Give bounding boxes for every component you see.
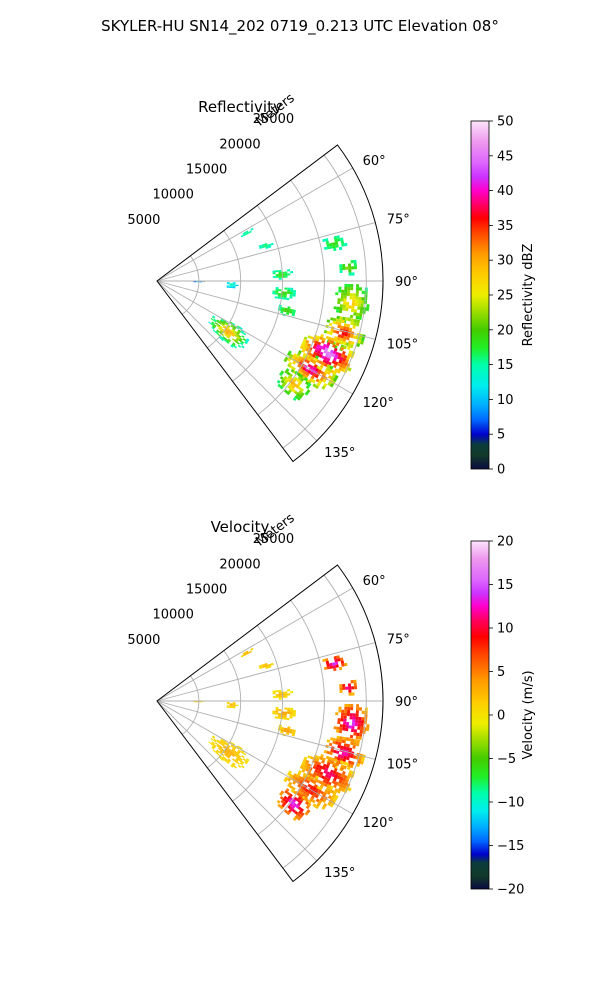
colorbar-tick-label: 10 (497, 393, 514, 408)
azimuth-spoke (156, 167, 353, 282)
range-ring (207, 230, 242, 349)
echo-region (277, 724, 296, 737)
range-ring (257, 599, 325, 836)
colorbar-tick-label: 0 (497, 463, 505, 478)
echo-region (272, 269, 294, 280)
colorbar-tick-label: 50 (497, 115, 514, 130)
colorbar-tick-label: 30 (497, 254, 514, 269)
colorbar-label: Reflectivity dBZ (521, 244, 536, 347)
polar-grid (156, 574, 383, 869)
colorbar-label: Velocity (m/s) (521, 670, 536, 759)
azimuth-tick-label: 75° (387, 632, 410, 647)
echo-region (240, 647, 254, 658)
azimuth-spoke (156, 700, 318, 862)
echo-region (226, 702, 239, 709)
azimuth-spoke (156, 700, 376, 760)
colorbar-tick-label: −15 (497, 839, 524, 854)
azimuth-tick-label: 135° (324, 866, 355, 881)
echo-region (272, 689, 294, 700)
colorbar-tick-label: −10 (497, 796, 524, 811)
echo-region (272, 287, 297, 301)
echo-region (276, 368, 312, 401)
colorbar-tick-label: 15 (497, 578, 514, 593)
azimuth-tick-label: 60° (363, 154, 386, 169)
echo-region (208, 735, 250, 769)
range-tick-label: 10000 (152, 608, 193, 623)
colorbar-tick-label: 5 (497, 665, 505, 680)
colorbar-tick-label: 0 (497, 709, 505, 724)
azimuth-spoke (156, 280, 353, 395)
colorbar-tick-label: 35 (497, 219, 514, 234)
colorbar-tick-label: 20 (497, 535, 514, 550)
azimuth-spoke (156, 642, 376, 702)
azimuth-spoke (156, 280, 376, 340)
range-ring (232, 625, 284, 802)
polar-grid (156, 154, 383, 449)
echo-region (322, 235, 348, 252)
figure-title: SKYLER-HU SN14_202 0719_0.213 UTC Elevat… (101, 17, 499, 36)
range-tick-label: 15000 (186, 162, 227, 177)
colorbar-scale (470, 120, 490, 470)
azimuth-tick-label: 135° (324, 446, 355, 461)
echo-region (208, 315, 250, 349)
azimuth-spoke (156, 280, 318, 442)
echo-region (226, 282, 239, 289)
colorbar: 0 5 10 15 20 25 30 35 40 45 50 Reflectivity dBZ (470, 115, 536, 478)
colorbar-tick-label: −20 (497, 883, 524, 898)
echo-region (277, 304, 296, 317)
echo-region (240, 227, 254, 238)
azimuth-tick-label: 75° (387, 212, 410, 227)
azimuth-tick-label: 90° (395, 695, 418, 710)
echo-region (283, 350, 339, 390)
panel-title: Velocity (211, 518, 270, 536)
colorbar-tick-label: 25 (497, 289, 514, 304)
colorbar-tick-label: 15 (497, 358, 514, 373)
range-tick-label: 5000 (127, 633, 160, 648)
range-tick-label: 10000 (152, 188, 193, 203)
sector-frame (156, 564, 384, 883)
range-ring (257, 179, 325, 416)
panel-velocity: Velocity 60° 75° 90° 105° 120° 135° 5000 10000 15… (127, 511, 536, 898)
range-ring (181, 675, 200, 735)
echo-region (339, 259, 358, 276)
colorbar-tick-label: 45 (497, 149, 514, 164)
range-tick-label: 20000 (219, 557, 260, 572)
azimuth-spoke (156, 587, 353, 702)
colorbar-tick-label: 5 (497, 428, 505, 443)
colorbar-tick-label: 20 (497, 323, 514, 338)
colorbar-tick-label: 10 (497, 622, 514, 637)
azimuth-spoke (156, 222, 376, 282)
panel-reflectivity: Reflectivity60°75°90°105°120°135°5000100… (127, 91, 536, 478)
range-tick-label: 15000 (186, 582, 227, 597)
colorbar-tick-label: −5 (497, 752, 516, 767)
colorbar-tick-label: 40 (497, 184, 514, 199)
range-ring (207, 650, 242, 769)
range-ring (181, 255, 200, 315)
azimuth-tick-label: 105° (387, 758, 418, 773)
range-ring (232, 205, 284, 382)
colorbar: −20 −15 −10 −5 0 5 10 15 20 Velocity (m/s) (470, 535, 536, 898)
echo-region (258, 242, 274, 249)
sector-frame (156, 144, 384, 463)
colorbar-scale (470, 540, 490, 890)
range-tick-label: 25000 (253, 112, 294, 127)
echo-region (272, 707, 297, 721)
azimuth-tick-label: 120° (363, 396, 394, 411)
range-ring (282, 574, 367, 869)
azimuth-tick-label: 60° (363, 574, 386, 589)
range-tick-label: 20000 (219, 137, 260, 152)
panel-title: Reflectivity (198, 98, 282, 116)
azimuth-tick-label: 105° (387, 338, 418, 353)
echo-region (276, 788, 312, 821)
azimuth-tick-label: 90° (395, 275, 418, 290)
azimuth-spoke (156, 700, 353, 815)
range-tick-label: 25000 (253, 532, 294, 547)
azimuth-tick-label: 120° (363, 816, 394, 831)
echo-region (322, 655, 348, 672)
echo-region (339, 679, 358, 696)
range-tick-label: 5000 (127, 213, 160, 228)
range-ring (282, 154, 367, 449)
echo-region (258, 662, 274, 669)
